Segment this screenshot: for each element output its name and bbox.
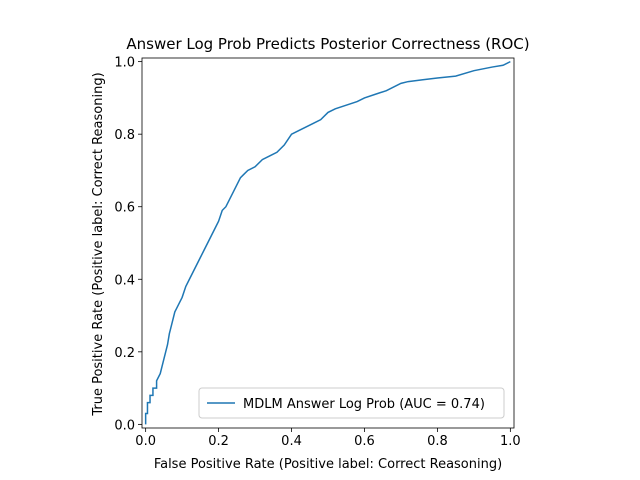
legend-label: MDLM Answer Log Prob (AUC = 0.74) (243, 397, 485, 412)
y-tick-label: 0.0 (114, 418, 135, 433)
plot-area: 0.0 0.2 0.4 0.6 0.8 1.0 0.0 0.2 0.4 0.6 0.8 1.0 MDLM… (114, 56, 520, 449)
chart-title: Answer Log Prob Predicts Posterior Corre… (126, 35, 529, 53)
roc-curve-line (144, 60, 511, 425)
y-tick-label: 0.2 (114, 346, 135, 361)
y-axis-label: True Positive Rate (Positive label: Corr… (91, 72, 106, 416)
y-tick-label: 0.8 (114, 128, 135, 143)
legend-box (198, 387, 505, 419)
y-tick-label: 0.6 (114, 201, 135, 216)
y-tick-label: 0.4 (114, 273, 135, 288)
x-axis-label: False Positive Rate (Positive label: Cor… (154, 457, 502, 472)
x-tick-label: 1.0 (500, 434, 521, 449)
x-tick-label: 0.8 (427, 434, 448, 449)
x-tick-label: 0.6 (354, 434, 375, 449)
x-tick-label: 0.0 (135, 434, 156, 449)
x-tick-label: 0.4 (281, 434, 302, 449)
x-tick-label: 0.2 (208, 434, 229, 449)
y-tick-label: 1.0 (114, 56, 135, 71)
axes-frame (141, 57, 515, 429)
